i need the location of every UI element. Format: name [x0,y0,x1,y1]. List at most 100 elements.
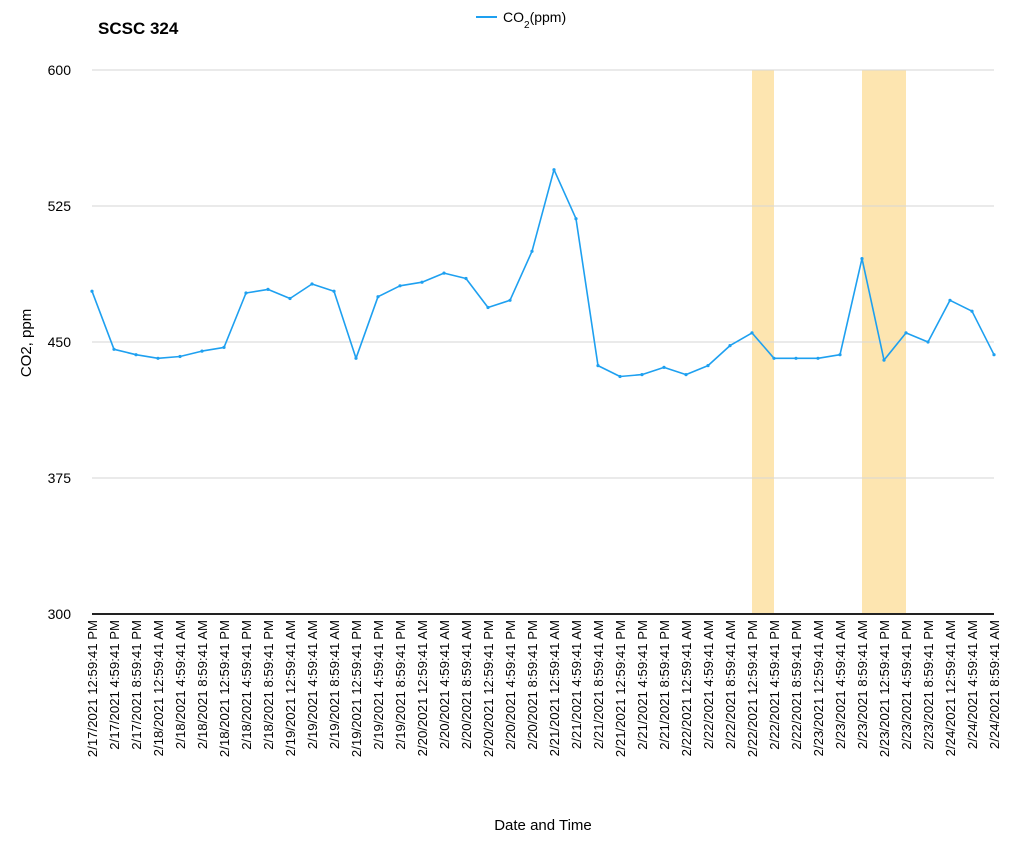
data-point [860,257,864,261]
x-tick-label: 2/22/2021 4:59:41 AM [701,620,716,749]
x-tick-label: 2/20/2021 8:59:41 AM [459,620,474,749]
x-tick-label: 2/20/2021 12:59:41 AM [415,620,430,756]
data-point [816,356,820,360]
data-point [332,289,336,293]
x-tick-label: 2/22/2021 12:59:41 PM [745,620,760,757]
x-tick-label: 2/18/2021 8:59:41 PM [261,620,276,750]
x-tick-label: 2/18/2021 4:59:41 PM [239,620,254,750]
x-tick-label: 2/19/2021 12:59:41 AM [283,620,298,756]
x-tick-label: 2/19/2021 4:59:41 AM [305,620,320,749]
x-tick-label: 2/22/2021 8:59:41 PM [789,620,804,750]
x-tick-label: 2/20/2021 4:59:41 AM [437,620,452,749]
data-point [618,374,622,379]
data-point [596,364,600,368]
legend-label-rest: (ppm) [530,9,567,25]
data-point [486,305,490,310]
x-tick-label: 2/22/2021 12:59:41 AM [679,620,694,756]
x-tick-label: 2/19/2021 8:59:41 AM [327,620,342,749]
data-point [838,353,842,357]
x-tick-label: 2/17/2021 4:59:41 PM [107,620,122,750]
data-point [376,295,380,299]
data-point [574,217,578,221]
y-tick-label: 450 [48,334,72,350]
x-tick-label: 2/23/2021 8:59:41 AM [855,620,870,749]
legend-label-base: CO [503,9,524,25]
x-tick-label: 2/18/2021 8:59:41 AM [195,620,210,749]
data-point [266,287,270,291]
data-point [464,276,468,281]
data-point [398,284,402,288]
x-tick-label: 2/24/2021 4:59:41 AM [965,620,980,749]
legend-label-sub: 2 [524,20,530,31]
y-tick-label: 600 [48,62,72,78]
data-point [882,358,886,362]
x-tick-label: 2/21/2021 4:59:41 PM [635,620,650,750]
y-tick-label: 375 [48,470,72,486]
x-tick-label: 2/21/2021 8:59:41 PM [657,620,672,750]
data-point [794,356,798,360]
data-point [288,296,292,301]
x-tick-label: 2/20/2021 8:59:41 PM [525,620,540,750]
data-point [992,353,996,357]
data-point [354,356,358,360]
data-point [728,344,732,348]
x-axis-title: Date and Time [494,817,592,834]
data-point [244,291,248,295]
x-tick-label: 2/23/2021 8:59:41 PM [921,620,936,750]
chart-title: SCSC 324 [98,19,179,38]
x-tick-label: 2/21/2021 4:59:41 AM [569,620,584,749]
x-tick-label: 2/17/2021 12:59:41 PM [85,620,100,757]
x-tick-label: 2/18/2021 12:59:41 PM [217,620,232,757]
data-point [90,289,94,293]
data-point [772,356,776,360]
x-tick-label: 2/20/2021 4:59:41 PM [503,620,518,750]
x-tick-label: 2/24/2021 8:59:41 AM [987,620,1002,749]
data-point [112,347,116,351]
data-point [970,309,974,313]
data-point [420,280,424,284]
y-tick-label: 525 [48,198,72,214]
x-tick-label: 2/19/2021 12:59:41 PM [349,620,364,757]
data-point [684,373,688,377]
data-point [530,249,534,253]
x-tick-label: 2/21/2021 12:59:41 PM [613,620,628,757]
x-tick-label: 2/20/2021 12:59:41 PM [481,620,496,757]
x-tick-label: 2/19/2021 8:59:41 PM [393,620,408,750]
data-point [156,356,160,360]
data-point [948,298,952,302]
data-point [904,331,908,335]
data-point [508,298,512,302]
data-point [640,373,644,377]
data-point [442,271,446,275]
x-tick-label: 2/19/2021 4:59:41 PM [371,620,386,750]
data-point [200,349,204,353]
data-point [178,354,182,359]
data-point [662,365,666,369]
series-line [91,168,995,378]
data-point [552,168,556,172]
data-point [222,345,226,349]
x-tick-label: 2/18/2021 4:59:41 AM [173,620,188,749]
x-tick-label: 2/22/2021 4:59:41 PM [767,620,782,750]
x-tick-label: 2/18/2021 12:59:41 AM [151,620,166,756]
x-tick-label: 2/24/2021 12:59:41 AM [943,620,958,756]
x-tick-label: 2/22/2021 8:59:41 AM [723,620,738,749]
y-tick-label: 300 [48,606,72,622]
x-tick-label: 2/21/2021 8:59:41 AM [591,620,606,749]
data-point [310,282,314,286]
legend: CO2(ppm) [476,9,566,31]
x-tick-label: 2/23/2021 12:59:41 PM [877,620,892,757]
y-axis-title: CO2, ppm [18,309,35,377]
x-tick-label: 2/17/2021 8:59:41 PM [129,620,144,750]
legend-label: CO2(ppm) [503,9,566,31]
data-point [926,340,930,344]
x-tick-label: 2/23/2021 4:59:41 PM [899,620,914,750]
data-point [134,353,138,357]
data-point [706,364,710,368]
data-point [750,331,754,335]
x-tick-label: 2/23/2021 4:59:41 AM [833,620,848,749]
x-tick-label: 2/23/2021 12:59:41 AM [811,620,826,756]
x-tick-label: 2/21/2021 12:59:41 AM [547,620,562,756]
